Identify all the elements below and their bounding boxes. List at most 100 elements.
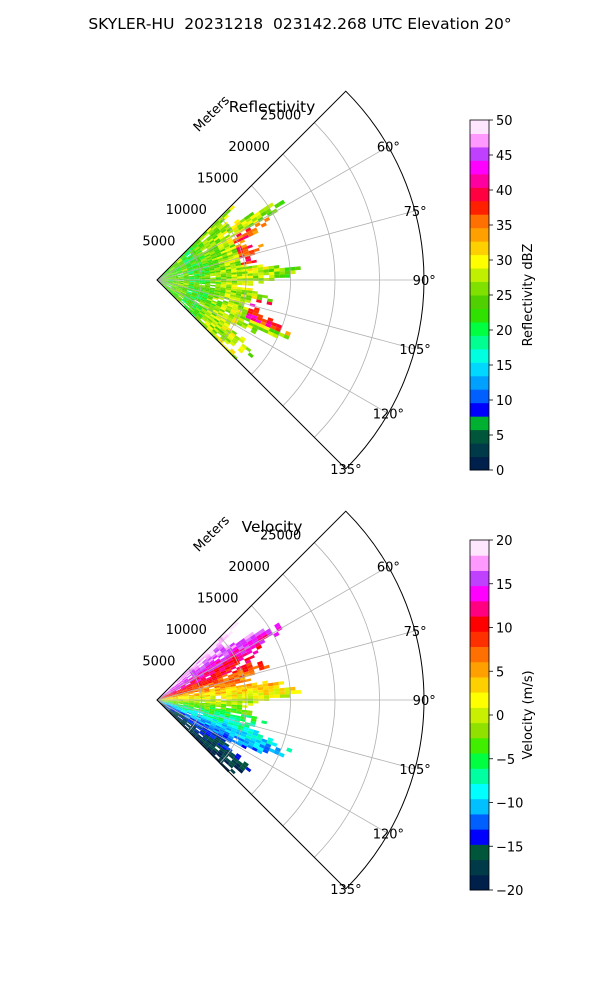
radar-bin (196, 260, 202, 264)
radar-bin (167, 283, 173, 286)
radar-bin (175, 265, 180, 269)
radar-bin (172, 284, 178, 287)
radar-bin (196, 294, 203, 298)
radar-bin (223, 652, 230, 657)
radar-bin (271, 322, 278, 327)
radar-bin (183, 297, 189, 301)
radar-bin (211, 300, 218, 304)
radar-bin (179, 714, 185, 718)
radar-bin (197, 683, 203, 687)
radar-bin (162, 280, 168, 282)
radar-bin (177, 692, 183, 695)
radar-bin (162, 697, 168, 700)
radar-bin (215, 693, 221, 696)
radar-bin (204, 696, 211, 698)
radar-bin (157, 278, 162, 280)
radar-bin (232, 250, 238, 254)
radar-bin (278, 752, 285, 758)
radar-bin (173, 700, 179, 702)
radar-bin (212, 329, 218, 335)
radar-bin (295, 689, 301, 694)
radar-bin (215, 239, 222, 245)
radar-bin (231, 282, 238, 285)
radar-bin (204, 322, 210, 327)
radar-bin (196, 735, 202, 740)
colorbar-tick-label: 20 (496, 324, 513, 339)
radar-bin (242, 271, 248, 274)
radar-bin (209, 724, 216, 729)
radar-bin (183, 284, 189, 287)
radar-bin (190, 681, 197, 686)
radar-bin (161, 694, 166, 698)
radar-bin (161, 274, 166, 278)
radar-bin (210, 280, 216, 282)
radar-bin (238, 657, 245, 662)
radar-bin (194, 693, 200, 696)
radar-bin (191, 724, 197, 729)
radar-bin (210, 241, 216, 246)
radar-bin (190, 726, 195, 731)
radar-bin (261, 318, 268, 324)
azimuth-spoke (156, 566, 389, 701)
radar-bin (242, 642, 249, 648)
radar-bin (248, 249, 255, 254)
radar-bin (219, 266, 226, 269)
radar-bin (237, 727, 244, 731)
colorbar-segment (470, 160, 489, 175)
radar-bin (183, 701, 189, 703)
radar-bin (194, 282, 200, 284)
radar-bin (227, 721, 234, 726)
radar-bin (243, 724, 250, 729)
radar-bin (234, 755, 241, 761)
radar-bin (188, 696, 195, 698)
radar-bin (195, 679, 202, 683)
radar-bin (177, 286, 183, 290)
radar-bin (171, 706, 177, 709)
radar-bin (242, 248, 249, 253)
radar-bin (221, 303, 228, 308)
radar-bin (189, 669, 195, 674)
radar-bin (181, 289, 187, 293)
colorbar-segment (470, 348, 489, 363)
radar-bin (182, 272, 189, 274)
colorbar-segment (470, 429, 489, 444)
radar-bin (214, 648, 220, 654)
radar-bin (173, 683, 179, 688)
radar-bin (212, 235, 218, 240)
radar-bin (166, 693, 172, 696)
radar-bin (241, 744, 247, 750)
radar-bin (224, 683, 231, 687)
radar-bin (204, 313, 210, 319)
radar-bin (231, 706, 237, 710)
radar-bin (213, 308, 220, 313)
radar-bin (279, 274, 286, 278)
radar-bin (198, 235, 204, 240)
radar-bin (183, 697, 189, 699)
radar-bin (236, 729, 243, 734)
radar-bin (265, 743, 272, 748)
radar-bin (238, 645, 244, 651)
radar-bin (205, 277, 211, 280)
radar-bin (203, 686, 209, 690)
radar-bin (272, 333, 279, 339)
radar-bin (181, 675, 186, 680)
radar-bin (162, 700, 168, 702)
radar-bin (242, 728, 249, 733)
radar-bin (177, 260, 183, 264)
radar-bin (207, 260, 213, 264)
radar-bin (188, 676, 193, 680)
radar-bin (214, 736, 221, 742)
radar-bin (217, 255, 223, 260)
radar-bin (196, 315, 202, 320)
radar-bin (189, 280, 195, 282)
radar-bin (231, 274, 237, 277)
radar-bin (239, 735, 246, 740)
radar-bin (239, 765, 246, 772)
radar-bin (187, 288, 193, 291)
radar-bin (219, 226, 226, 232)
radar-bin (227, 303, 233, 308)
radar-bin (194, 728, 200, 733)
radar-bin (200, 718, 207, 723)
radar-bin (276, 323, 283, 329)
radar-bin (210, 274, 216, 277)
